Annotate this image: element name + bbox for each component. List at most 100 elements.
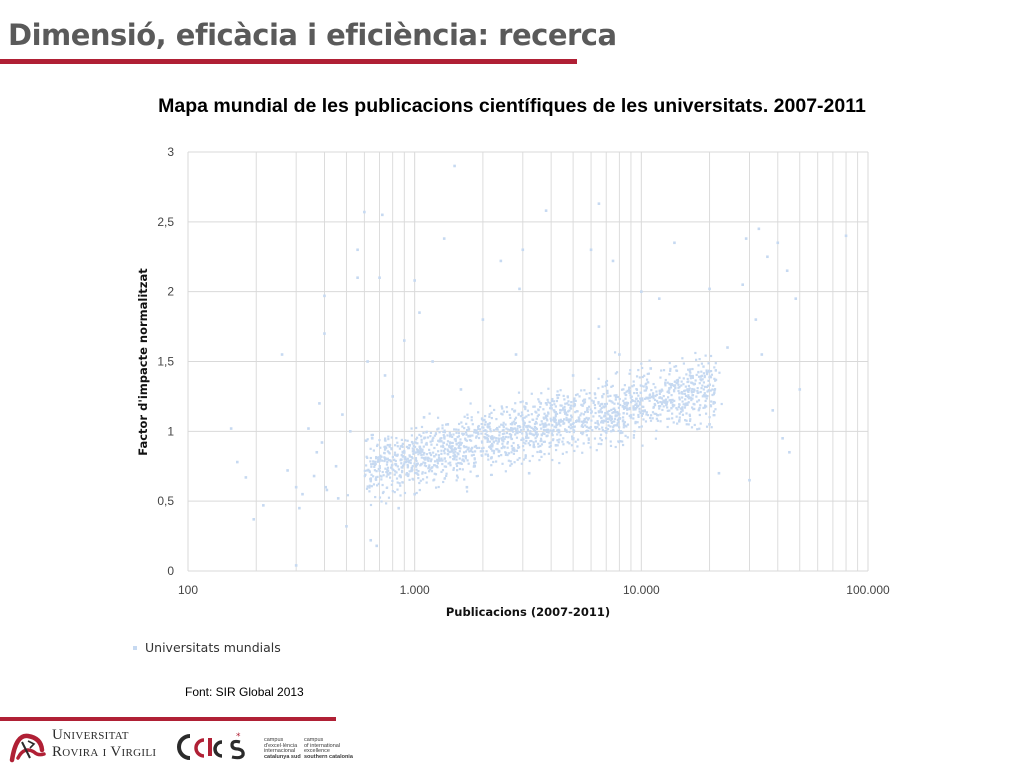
data-point [532, 405, 535, 408]
data-point [589, 427, 592, 430]
data-point [648, 399, 651, 402]
data-point [452, 468, 455, 472]
data-point [597, 377, 600, 380]
data-point [521, 248, 525, 252]
data-point [325, 488, 329, 492]
data-point [451, 435, 454, 439]
data-point [425, 476, 429, 479]
data-point [429, 460, 432, 463]
data-point [454, 447, 457, 451]
data-point [616, 424, 619, 427]
data-point [631, 398, 634, 402]
data-point [633, 430, 636, 433]
data-point [384, 437, 387, 440]
data-point [645, 396, 648, 399]
data-point [392, 468, 395, 472]
data-point [425, 441, 428, 445]
data-point [585, 392, 588, 395]
data-point [710, 400, 713, 403]
data-point [402, 339, 406, 342]
data-point [380, 455, 383, 458]
data-point [605, 431, 608, 434]
data-point [521, 437, 524, 440]
data-point [645, 413, 648, 416]
data-point [678, 398, 681, 401]
data-point [622, 406, 625, 409]
y-axis-title: Factor d'impacte normalitzat [136, 268, 150, 456]
data-point [687, 384, 690, 388]
data-point [534, 432, 538, 436]
data-point [693, 388, 696, 391]
data-point [703, 392, 706, 395]
data-point [417, 453, 420, 456]
data-point [545, 415, 548, 419]
data-point [407, 447, 410, 450]
x-tick-label: 1.000 [400, 583, 430, 597]
data-point [673, 365, 676, 368]
data-point [385, 470, 388, 474]
data-point [677, 383, 680, 386]
data-points [229, 164, 848, 567]
data-point [378, 496, 382, 499]
data-point [446, 423, 450, 426]
data-point [604, 405, 607, 408]
data-point [512, 452, 516, 455]
data-point [370, 465, 373, 468]
data-point [445, 443, 449, 446]
data-point [550, 429, 554, 432]
data-point [582, 421, 585, 424]
data-point [585, 434, 588, 437]
data-point [365, 439, 368, 443]
data-point [320, 441, 324, 444]
data-point [387, 451, 391, 454]
data-point [653, 412, 656, 415]
data-point [483, 423, 487, 426]
data-point [497, 440, 500, 443]
data-point [702, 365, 705, 368]
data-point [705, 405, 708, 408]
data-point [517, 444, 520, 447]
data-point [515, 431, 518, 434]
data-point [470, 419, 473, 422]
data-point [569, 418, 572, 421]
data-point [504, 470, 507, 473]
data-point [678, 376, 681, 379]
data-point [531, 433, 534, 436]
data-point [592, 400, 595, 403]
data-point [440, 470, 443, 474]
data-point [548, 442, 551, 445]
data-point [408, 470, 411, 473]
data-point [576, 438, 580, 441]
data-point [488, 413, 491, 416]
data-point [647, 381, 650, 384]
data-point [399, 445, 402, 448]
data-point [700, 362, 704, 365]
data-point [453, 456, 456, 459]
data-point [575, 410, 578, 413]
data-point [603, 402, 607, 406]
data-point [500, 446, 503, 450]
data-point [659, 400, 662, 404]
data-point [623, 392, 626, 395]
data-point [522, 441, 525, 444]
data-point [386, 460, 389, 464]
data-point [400, 462, 403, 465]
data-point [659, 405, 662, 408]
data-point [384, 445, 387, 448]
data-point [387, 459, 390, 462]
data-point [421, 472, 424, 475]
data-point [720, 402, 723, 406]
data-point [393, 453, 396, 456]
data-point [368, 490, 371, 493]
data-point [580, 420, 584, 423]
data-point [641, 366, 644, 370]
data-point [514, 402, 517, 405]
data-point [668, 391, 671, 394]
data-point [590, 419, 593, 422]
data-point [590, 411, 593, 415]
data-point [396, 445, 399, 448]
data-point [681, 400, 684, 403]
data-point [497, 437, 500, 440]
data-point [554, 410, 557, 414]
data-point [401, 464, 405, 467]
